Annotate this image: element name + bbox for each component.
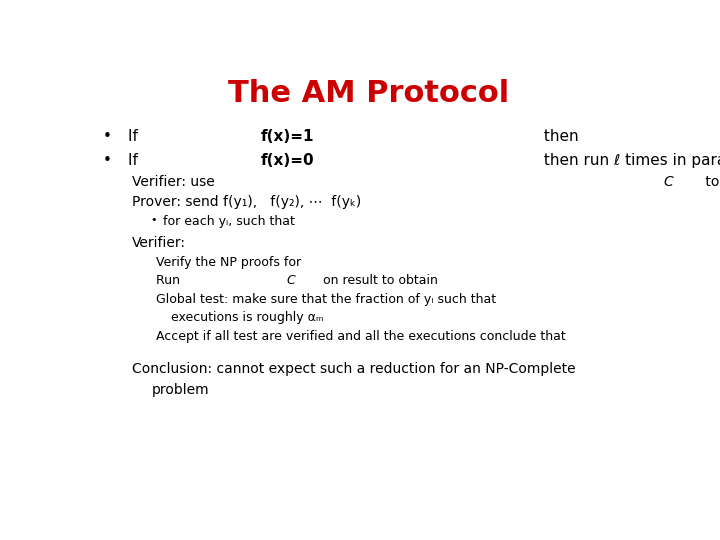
Text: Global test: make sure that the fraction of yᵢ such that: Global test: make sure that the fraction… <box>156 293 500 306</box>
Text: •: • <box>150 215 157 225</box>
Text: C: C <box>287 274 295 287</box>
Text: to produce y₁, y₂, ⋯ yₖ ∈ {0,1}ᵐ: to produce y₁, y₂, ⋯ yₖ ∈ {0,1}ᵐ <box>701 174 720 188</box>
Text: Verifier: use: Verifier: use <box>132 174 219 188</box>
Text: If: If <box>128 129 143 144</box>
Text: Verify the NP proofs for: Verify the NP proofs for <box>156 255 305 268</box>
Text: f(x)=1: f(x)=1 <box>261 129 314 144</box>
Text: •: • <box>102 153 111 168</box>
Text: f(x)=0: f(x)=0 <box>261 153 314 168</box>
Text: then: then <box>539 129 588 144</box>
Text: The AM Protocol: The AM Protocol <box>228 79 510 109</box>
Text: then run ℓ times in parallel:: then run ℓ times in parallel: <box>539 153 720 168</box>
Text: •: • <box>102 129 111 144</box>
Text: for each yᵢ, such that: for each yᵢ, such that <box>163 215 298 228</box>
Text: on result to obtain: on result to obtain <box>319 274 442 287</box>
Text: If: If <box>128 153 143 168</box>
Text: executions is roughly αₘ: executions is roughly αₘ <box>171 311 323 324</box>
Text: problem: problem <box>151 383 209 397</box>
Text: Accept if all test are verified and all the executions conclude that: Accept if all test are verified and all … <box>156 330 570 343</box>
Text: Verifier:: Verifier: <box>132 236 186 250</box>
Text: Prover: send f(y₁),   f(y₂), ⋯  f(yₖ): Prover: send f(y₁), f(y₂), ⋯ f(yₖ) <box>132 195 361 209</box>
Text: Conclusion: cannot expect such a reduction for an NP-Complete: Conclusion: cannot expect such a reducti… <box>132 362 575 376</box>
Text: Run: Run <box>156 274 184 287</box>
Text: C: C <box>663 174 672 188</box>
